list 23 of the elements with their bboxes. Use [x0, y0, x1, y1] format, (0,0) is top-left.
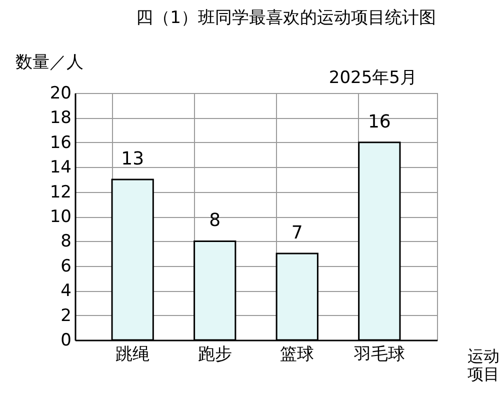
chart-subtitle: 2025年5月: [328, 68, 417, 88]
y-tick-label: 2: [60, 306, 72, 326]
y-tick-label: 20: [50, 84, 72, 104]
data-label: 7: [291, 222, 303, 244]
y-tick-label: 6: [60, 256, 72, 276]
y-tick-label: 16: [50, 132, 72, 153]
data-label: 13: [121, 148, 144, 170]
y-tick-label: 18: [50, 108, 72, 128]
x-tick-label: 跑步: [198, 344, 232, 364]
x-axis-title: 运动项目: [468, 346, 500, 384]
y-tick-label: 8: [60, 232, 72, 252]
data-label: 16: [368, 111, 391, 132]
y-tick-label: 4: [60, 281, 72, 302]
chart-title: 四（1）班同学最喜欢的运动项目统计图: [136, 8, 436, 28]
y-tick-label: 12: [50, 182, 72, 202]
y-axis-title: 数量／人: [16, 52, 84, 72]
y-tick-label: 0: [60, 330, 72, 350]
x-tick-label: 羽毛球: [352, 344, 405, 364]
y-tick-label: 14: [50, 158, 72, 178]
x-tick-label: 跳绳: [116, 344, 150, 364]
data-label: 8: [209, 210, 221, 232]
y-tick-label: 10: [50, 207, 72, 227]
x-tick-label: 篮球: [280, 344, 314, 364]
